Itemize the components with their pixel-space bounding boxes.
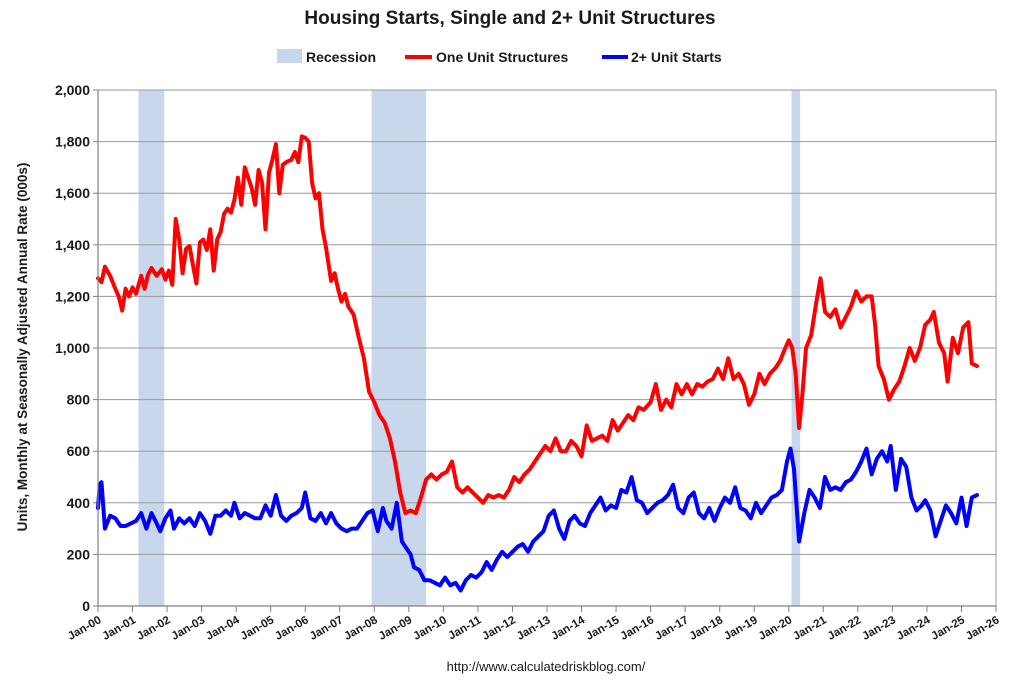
y-tick-label-6: 1,200 xyxy=(55,288,90,304)
y-tick-label-10: 2,000 xyxy=(55,82,90,98)
x-tick-label-10: Jan-10 xyxy=(411,614,449,643)
legend-label-one-unit: One Unit Structures xyxy=(436,49,568,65)
y-tick-labels: 0 200 400 600 800 1,000 1,200 1,400 1,600 1,800 2,… xyxy=(55,82,90,614)
x-tick-label-14: Jan-14 xyxy=(549,614,587,643)
y-tick-label-7: 1,400 xyxy=(55,237,90,253)
x-tick-label-11: Jan-11 xyxy=(446,614,484,643)
y-tick-label-8: 1,600 xyxy=(55,185,90,201)
x-tick-label-8: Jan-08 xyxy=(342,614,380,643)
x-tick-label-20: Jan-20 xyxy=(757,614,795,643)
y-tick-label-4: 800 xyxy=(67,392,91,408)
x-tick-label-6: Jan-06 xyxy=(273,614,311,643)
series-layer xyxy=(96,134,979,593)
x-tick-labels: Jan-00Jan-01Jan-02Jan-03Jan-04Jan-05Jan-… xyxy=(66,606,1002,643)
x-tick-label-4: Jan-04 xyxy=(204,614,242,643)
x-tick-label-2: Jan-02 xyxy=(135,614,173,643)
gridlines xyxy=(93,89,997,607)
x-tick-label-9: Jan-09 xyxy=(377,614,415,643)
x-tick-label-15: Jan-15 xyxy=(584,614,622,643)
x-tick-label-23: Jan-23 xyxy=(860,614,898,643)
y-tick-label-1: 200 xyxy=(67,546,91,562)
x-tick-label-7: Jan-07 xyxy=(308,614,346,643)
legend-label-multi-unit: 2+ Unit Starts xyxy=(631,49,722,65)
x-tick-label-18: Jan-18 xyxy=(688,614,726,643)
x-tick-label-0: Jan-00 xyxy=(66,614,104,643)
legend-swatch-recession xyxy=(277,49,302,63)
y-tick-label-2: 400 xyxy=(67,495,91,511)
y-tick-label-0: 0 xyxy=(82,598,90,614)
y-tick-label-5: 1,000 xyxy=(55,340,90,356)
x-tick-label-17: Jan-17 xyxy=(653,614,691,643)
y-tick-label-9: 1,800 xyxy=(55,134,90,150)
x-tick-label-13: Jan-13 xyxy=(515,614,553,643)
x-tick-label-22: Jan-22 xyxy=(826,614,864,643)
x-tick-label-24: Jan-24 xyxy=(895,614,933,643)
x-tick-label-3: Jan-03 xyxy=(170,614,208,643)
series-line-multi-unit xyxy=(96,444,979,593)
series-line-one-unit xyxy=(96,134,979,516)
x-tick-label-21: Jan-21 xyxy=(791,614,829,643)
x-tick-label-5: Jan-05 xyxy=(239,614,277,643)
legend-label-recession: Recession xyxy=(306,49,376,65)
x-tick-label-1: Jan-01 xyxy=(100,614,138,643)
y-axis-label: Units, Monthly at Seasonally Adjusted An… xyxy=(15,163,30,532)
chart-legend: Recession One Unit Structures 2+ Unit St… xyxy=(277,49,722,65)
x-tick-label-26: Jan-26 xyxy=(964,614,1002,643)
chart-title: Housing Starts, Single and 2+ Unit Struc… xyxy=(304,8,715,29)
x-tick-label-12: Jan-12 xyxy=(480,614,518,643)
x-tick-label-25: Jan-25 xyxy=(929,614,967,643)
y-tick-label-3: 600 xyxy=(67,443,91,459)
source-url: http://www.calculatedriskblog.com/ xyxy=(447,659,646,674)
x-tick-label-16: Jan-16 xyxy=(619,614,657,643)
x-tick-label-19: Jan-19 xyxy=(722,614,760,643)
